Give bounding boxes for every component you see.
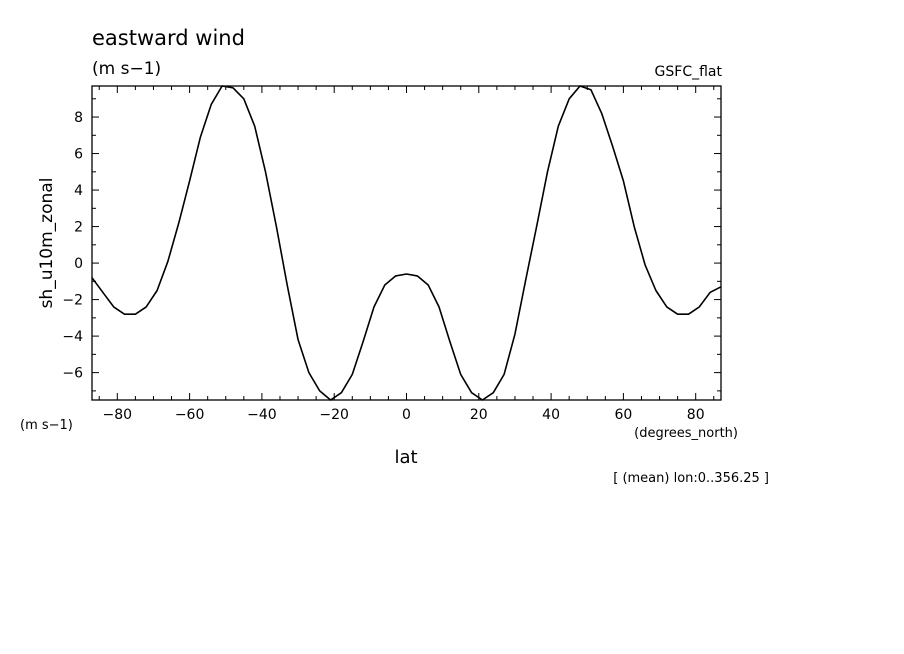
x-axis-ticks: −80 −60 −40 −20 0 20 40 60 80 xyxy=(98,86,715,423)
source-label: GSFC_flat xyxy=(655,64,723,80)
y-tick-label: −4 xyxy=(62,329,83,345)
y-axis-units: (m s−1) xyxy=(20,418,73,433)
y-tick-label: 4 xyxy=(74,183,83,199)
y-tick-label: 0 xyxy=(74,256,83,272)
x-tick-label: 40 xyxy=(542,407,560,423)
x-tick-label: −80 xyxy=(103,407,133,423)
plot-frame xyxy=(91,85,722,401)
series-line xyxy=(91,85,722,401)
y-tick-label: 2 xyxy=(74,220,83,236)
y-axis-label: sh_u10m_zonal xyxy=(37,178,57,309)
y-tick-label: 8 xyxy=(74,110,83,126)
y-tick-label: 6 xyxy=(74,147,83,163)
y-tick-label: −2 xyxy=(62,293,83,309)
x-tick-label: 80 xyxy=(687,407,705,423)
series-group xyxy=(91,85,722,401)
x-tick-label: 20 xyxy=(470,407,488,423)
mean-note: [ (mean) lon:0..356.25 ] xyxy=(613,471,769,486)
x-tick-label: −20 xyxy=(319,407,349,423)
x-axis-units: (degrees_north) xyxy=(634,426,738,441)
chart-title: eastward wind xyxy=(92,26,245,50)
y-tick-label: −6 xyxy=(62,366,83,382)
x-tick-label: −60 xyxy=(175,407,205,423)
x-tick-label: 0 xyxy=(402,407,411,423)
x-tick-label: −40 xyxy=(247,407,277,423)
y-axis-ticks: −6 −4 −2 0 2 4 6 8 xyxy=(62,98,721,392)
x-tick-label: 60 xyxy=(614,407,632,423)
chart-units: (m s−1) xyxy=(92,59,161,79)
x-axis-label: lat xyxy=(394,447,417,468)
